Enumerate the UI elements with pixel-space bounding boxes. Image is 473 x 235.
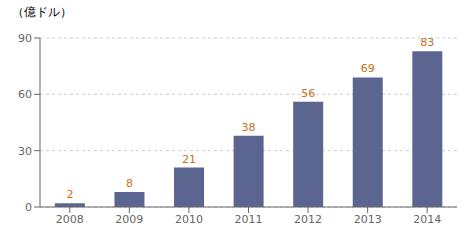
svg-text:2013: 2013 <box>354 213 382 226</box>
svg-text:38: 38 <box>242 121 256 134</box>
html-text:（億ドル）: （億ドル） <box>12 5 72 19</box>
svg-text:2012: 2012 <box>294 213 322 226</box>
svg-text:2: 2 <box>66 188 73 201</box>
svg-text:30: 30 <box>18 145 32 158</box>
svg-text:0: 0 <box>25 201 32 214</box>
svg-text:2010: 2010 <box>175 213 203 226</box>
svg-text:21: 21 <box>182 153 196 166</box>
svg-text:83: 83 <box>420 36 434 49</box>
svg-text:60: 60 <box>18 88 32 101</box>
svg-text:90: 90 <box>18 32 32 45</box>
svg-text:2014: 2014 <box>413 213 441 226</box>
svg-text:2009: 2009 <box>115 213 143 226</box>
svg-text:2011: 2011 <box>235 213 263 226</box>
svg-text:56: 56 <box>301 87 315 100</box>
svg-text:8: 8 <box>126 177 133 190</box>
svg-text:2008: 2008 <box>56 213 84 226</box>
svg-text:69: 69 <box>361 62 375 75</box>
